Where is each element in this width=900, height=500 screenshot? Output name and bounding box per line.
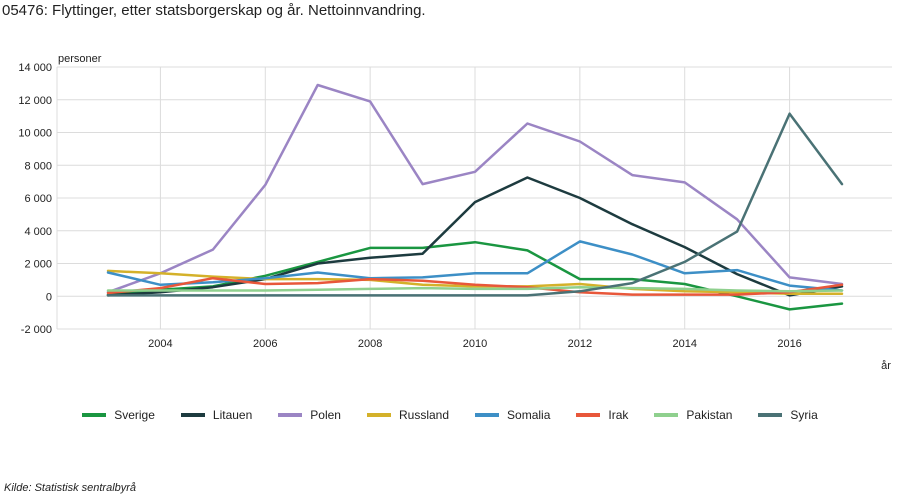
y-tick-label: 12 000	[18, 95, 52, 107]
series-line-litauen	[106, 176, 844, 297]
legend-label: Syria	[790, 408, 818, 422]
legend-label: Polen	[310, 408, 341, 422]
y-tick-label: 6 000	[24, 193, 52, 205]
series-line-polen	[106, 83, 844, 294]
y-tick-label: 0	[46, 291, 52, 303]
legend-item-syria[interactable]: Syria	[758, 408, 818, 422]
legend-label: Somalia	[507, 408, 551, 422]
legend-item-litauen[interactable]: Litauen	[180, 408, 253, 422]
x-tick-label: 2014	[672, 338, 696, 350]
y-tick-label: -2 000	[21, 324, 52, 336]
legend-label: Russland	[398, 408, 450, 422]
legend-swatch	[278, 413, 303, 417]
legend-item-pakistan[interactable]: Pakistan	[654, 408, 732, 422]
series-line-syria	[106, 112, 844, 297]
x-tick-label: 2006	[253, 338, 277, 350]
legend-item-somalia[interactable]: Somalia	[475, 408, 550, 422]
legend-label: Sverige	[114, 408, 155, 422]
x-tick-label: 2016	[777, 338, 801, 350]
y-tick-label: 8 000	[24, 160, 52, 172]
y-tick-label: 4 000	[24, 226, 52, 238]
y-tick-label: 14 000	[18, 62, 52, 74]
x-tick-label: 2012	[568, 338, 592, 350]
legend-label: Pakistan	[686, 408, 733, 422]
legend-swatch	[366, 413, 391, 417]
y-tick-label: 10 000	[18, 128, 52, 140]
legend-swatch	[576, 413, 601, 417]
legend-label: Irak	[608, 408, 629, 422]
chart-title: 05476: Flyttinger, etter statsborgerskap…	[2, 2, 426, 19]
series-line-irak	[106, 276, 844, 296]
legend-swatch	[654, 413, 679, 417]
legend-item-sverige[interactable]: Sverige	[82, 408, 155, 422]
x-tick-label: 2008	[358, 338, 382, 350]
series-line-russland	[106, 269, 844, 296]
legend-swatch	[82, 413, 107, 417]
source-note: Kilde: Statistisk sentralbyrå	[4, 482, 137, 494]
legend-item-irak[interactable]: Irak	[576, 408, 628, 422]
legend-swatch	[180, 413, 205, 417]
series-line-pakistan	[106, 285, 844, 293]
x-axis-label: år	[881, 360, 891, 372]
y-axis-label: personer	[58, 53, 102, 65]
legend-item-polen[interactable]: Polen	[278, 408, 341, 422]
legend-swatch	[758, 413, 783, 417]
x-tick-label: 2004	[148, 338, 172, 350]
legend-swatch	[475, 413, 500, 417]
chart-legend: Sverige Litauen Polen Russland Somalia Irak Pa…	[0, 408, 900, 422]
legend-item-russland[interactable]: Russland	[366, 408, 450, 422]
legend-label: Litauen	[212, 408, 253, 422]
y-tick-label: 2 000	[24, 259, 52, 271]
x-tick-label: 2010	[463, 338, 487, 350]
